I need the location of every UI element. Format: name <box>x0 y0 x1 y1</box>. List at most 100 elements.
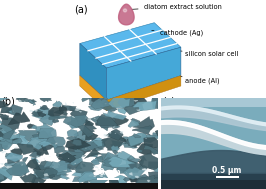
Polygon shape <box>33 144 49 156</box>
Polygon shape <box>68 158 69 159</box>
Polygon shape <box>142 134 162 143</box>
Polygon shape <box>78 172 98 183</box>
Polygon shape <box>16 94 33 101</box>
Polygon shape <box>53 167 72 176</box>
Polygon shape <box>74 130 92 143</box>
Polygon shape <box>94 118 96 119</box>
Polygon shape <box>126 172 127 173</box>
Polygon shape <box>59 106 67 111</box>
Polygon shape <box>115 133 116 134</box>
Polygon shape <box>100 136 125 150</box>
Polygon shape <box>28 177 46 187</box>
Polygon shape <box>127 136 146 148</box>
Polygon shape <box>0 130 19 146</box>
Polygon shape <box>65 138 91 150</box>
Polygon shape <box>144 137 161 148</box>
Polygon shape <box>80 43 106 100</box>
Polygon shape <box>108 156 135 167</box>
Bar <box>215 176 239 178</box>
Polygon shape <box>28 99 35 104</box>
Polygon shape <box>49 115 69 120</box>
Text: (a): (a) <box>74 5 88 15</box>
Polygon shape <box>103 134 109 137</box>
Polygon shape <box>38 112 46 117</box>
Polygon shape <box>19 98 36 102</box>
Polygon shape <box>84 119 90 123</box>
Polygon shape <box>40 169 69 177</box>
Polygon shape <box>85 121 94 125</box>
Polygon shape <box>81 176 92 181</box>
Bar <box>161 169 266 180</box>
Polygon shape <box>140 159 144 166</box>
Text: silicon solar cell: silicon solar cell <box>181 51 238 57</box>
Polygon shape <box>60 174 69 180</box>
Polygon shape <box>74 169 76 170</box>
Polygon shape <box>11 139 19 143</box>
Polygon shape <box>132 126 152 135</box>
Polygon shape <box>5 104 23 116</box>
Polygon shape <box>133 101 157 111</box>
Polygon shape <box>103 177 108 179</box>
Polygon shape <box>68 144 92 159</box>
Polygon shape <box>126 157 140 169</box>
Polygon shape <box>158 177 172 186</box>
Polygon shape <box>95 122 101 126</box>
Text: (b): (b) <box>1 96 15 106</box>
Polygon shape <box>124 101 144 115</box>
Polygon shape <box>97 114 118 125</box>
Polygon shape <box>154 173 172 182</box>
Polygon shape <box>99 175 103 177</box>
Polygon shape <box>0 129 5 138</box>
Polygon shape <box>24 101 26 102</box>
Polygon shape <box>162 152 169 155</box>
Polygon shape <box>0 100 8 110</box>
Polygon shape <box>130 176 136 181</box>
Polygon shape <box>160 163 172 172</box>
Polygon shape <box>35 123 55 135</box>
Polygon shape <box>91 96 101 102</box>
Polygon shape <box>48 107 63 118</box>
Polygon shape <box>26 159 41 170</box>
Polygon shape <box>110 141 125 148</box>
Polygon shape <box>136 109 141 111</box>
Polygon shape <box>39 115 55 126</box>
Text: cathode (Ag): cathode (Ag) <box>152 30 203 36</box>
Polygon shape <box>106 47 181 100</box>
Polygon shape <box>141 177 147 180</box>
Polygon shape <box>62 170 68 171</box>
Text: diatom extract solution: diatom extract solution <box>132 4 222 10</box>
Polygon shape <box>67 120 82 129</box>
Polygon shape <box>75 162 95 174</box>
Polygon shape <box>10 163 28 176</box>
Polygon shape <box>118 108 128 114</box>
Polygon shape <box>10 135 31 146</box>
Polygon shape <box>40 143 53 151</box>
Polygon shape <box>0 167 12 180</box>
Bar <box>97 178 119 180</box>
Polygon shape <box>90 138 107 146</box>
Polygon shape <box>8 112 30 125</box>
Polygon shape <box>119 4 134 25</box>
Text: 10 μm: 10 μm <box>94 168 121 177</box>
Polygon shape <box>74 148 84 157</box>
Polygon shape <box>36 156 41 158</box>
Polygon shape <box>151 177 173 189</box>
Polygon shape <box>44 158 45 160</box>
Polygon shape <box>58 153 83 166</box>
Polygon shape <box>128 120 139 128</box>
Polygon shape <box>44 173 49 177</box>
Polygon shape <box>31 157 40 164</box>
Polygon shape <box>129 177 140 182</box>
Polygon shape <box>49 156 51 157</box>
Polygon shape <box>90 157 91 158</box>
Polygon shape <box>12 138 22 144</box>
Polygon shape <box>56 153 64 157</box>
Polygon shape <box>0 140 3 145</box>
Polygon shape <box>0 135 2 143</box>
Text: anode (Al): anode (Al) <box>181 77 219 84</box>
Polygon shape <box>38 131 49 139</box>
Text: 0.5 μm: 0.5 μm <box>213 166 242 175</box>
Polygon shape <box>23 129 24 131</box>
Polygon shape <box>136 174 153 179</box>
Polygon shape <box>126 95 147 108</box>
